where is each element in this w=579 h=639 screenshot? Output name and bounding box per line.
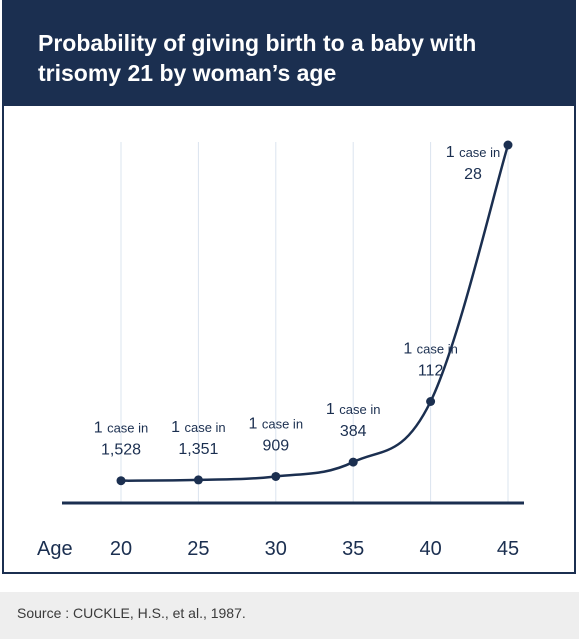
data-point <box>271 471 281 481</box>
x-tick-label: 20 <box>110 538 132 560</box>
chart-header: Probability of giving birth to a baby wi… <box>4 2 574 106</box>
data-label-value: 384 <box>340 423 367 440</box>
data-label: 1 case in <box>403 341 458 358</box>
x-axis-label: Age <box>37 538 73 560</box>
x-tick-label: 45 <box>497 538 519 560</box>
data-label: 1 case in <box>326 401 381 418</box>
data-label: 1 case in <box>249 415 304 432</box>
data-label-value: 28 <box>464 166 482 183</box>
source-footer: Source : CUCKLE, H.S., et al., 1987. <box>0 592 579 639</box>
data-label: 1 case in <box>446 144 501 161</box>
data-label: 1 case in <box>94 420 149 437</box>
chart-title: Probability of giving birth to a baby wi… <box>38 30 477 86</box>
data-label-value: 1,351 <box>178 441 218 458</box>
data-label-value: 112 <box>418 363 444 380</box>
data-point <box>193 475 203 485</box>
data-point <box>348 457 358 467</box>
line-chart: Age 20 25 30 35 40 45 1 case in 1,528 1 case in 1,… <box>37 140 524 560</box>
x-tick-label: 40 <box>419 538 441 560</box>
data-label-value: 909 <box>262 437 289 454</box>
x-tick-label: 25 <box>187 538 209 560</box>
data-label: 1 case in <box>171 419 226 436</box>
x-tick-label: 30 <box>265 538 287 560</box>
data-point <box>116 476 126 486</box>
source-text: Source : CUCKLE, H.S., et al., 1987. <box>17 605 246 621</box>
data-point <box>503 140 513 150</box>
data-label-value: 1,528 <box>101 442 141 459</box>
data-point <box>426 397 436 406</box>
x-tick-label: 35 <box>342 538 364 560</box>
chart-card: Probability of giving birth to a baby wi… <box>2 0 576 574</box>
